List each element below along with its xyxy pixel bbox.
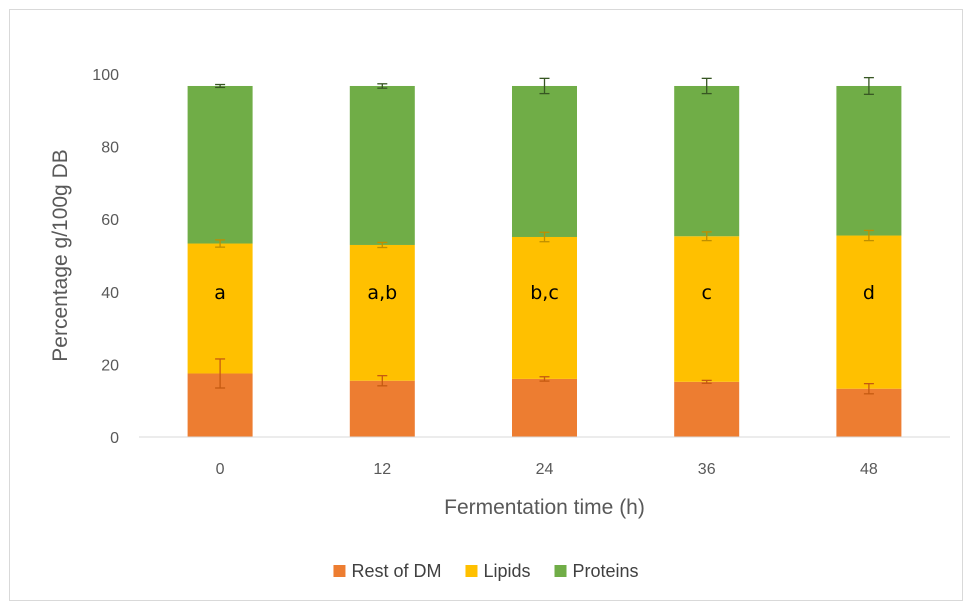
bar-lipids-24 bbox=[512, 236, 577, 379]
error-bars bbox=[215, 76, 874, 395]
y-tick-label: 20 bbox=[101, 357, 119, 374]
error-bar bbox=[863, 229, 874, 242]
error-bar bbox=[701, 77, 712, 95]
legend-item: Lipids bbox=[465, 561, 531, 581]
x-tick-label: 0 bbox=[216, 461, 225, 478]
bar-lipids-36 bbox=[674, 236, 740, 382]
x-tick-label: 48 bbox=[860, 461, 878, 478]
y-tick-label: 60 bbox=[101, 212, 119, 229]
error-bar bbox=[539, 231, 550, 243]
x-tick-label: 24 bbox=[536, 461, 554, 478]
legend-item: Proteins bbox=[554, 561, 639, 581]
error-bar bbox=[539, 77, 550, 95]
bar-lipids-0 bbox=[187, 243, 253, 374]
bar-proteins-24 bbox=[512, 85, 577, 237]
error-bar bbox=[377, 375, 388, 387]
legend-label: Proteins bbox=[573, 561, 639, 581]
legend-label: Rest of DM bbox=[351, 561, 441, 581]
significance-label: c bbox=[701, 282, 711, 304]
significance-label: b,c bbox=[530, 282, 559, 304]
significance-label: d bbox=[863, 282, 875, 304]
error-bar bbox=[863, 382, 874, 395]
significance-annotations: a a,b b,c c d bbox=[214, 282, 875, 304]
legend: Rest of DM Lipids Proteins bbox=[333, 561, 639, 581]
error-bar bbox=[701, 231, 712, 242]
y-axis-ticks: 0 20 40 60 80 100 bbox=[92, 67, 119, 447]
chart-area bbox=[9, 9, 963, 601]
y-axis-title: Percentage g/100g DB bbox=[49, 149, 72, 361]
error-bar bbox=[215, 358, 226, 389]
bar-rest-of-dm-12 bbox=[349, 380, 415, 437]
error-bar bbox=[701, 379, 712, 384]
error-bar bbox=[215, 239, 226, 248]
legend-label: Lipids bbox=[483, 561, 530, 581]
significance-label: a,b bbox=[367, 282, 397, 304]
bar-proteins-0 bbox=[187, 85, 253, 244]
bar-proteins-12 bbox=[349, 85, 415, 245]
bar-rest-of-dm-48 bbox=[836, 388, 902, 437]
bar-lipids-48 bbox=[836, 235, 902, 389]
y-tick-label: 40 bbox=[101, 285, 119, 302]
y-tick-label: 100 bbox=[92, 67, 119, 84]
y-tick-label: 0 bbox=[110, 430, 119, 447]
legend-item: Rest of DM bbox=[333, 561, 441, 581]
significance-label: a bbox=[214, 282, 226, 304]
legend-swatch bbox=[465, 565, 478, 577]
bar-proteins-48 bbox=[836, 85, 902, 236]
legend-swatch bbox=[554, 565, 567, 577]
x-tick-label: 36 bbox=[698, 461, 716, 478]
error-bar bbox=[377, 83, 388, 89]
error-bar bbox=[863, 76, 874, 95]
y-tick-label: 80 bbox=[101, 140, 119, 157]
x-tick-label: 12 bbox=[373, 461, 391, 478]
bars bbox=[187, 85, 902, 437]
error-bar bbox=[539, 376, 550, 382]
x-axis-title: Fermentation time (h) bbox=[444, 496, 645, 519]
error-bar bbox=[377, 241, 388, 249]
bar-rest-of-dm-36 bbox=[674, 381, 740, 437]
bar-lipids-12 bbox=[349, 244, 415, 381]
bar-rest-of-dm-24 bbox=[512, 378, 577, 437]
bar-proteins-36 bbox=[674, 85, 740, 237]
legend-swatch bbox=[333, 565, 346, 577]
x-axis-ticks: 0 12 24 36 48 bbox=[216, 461, 878, 478]
error-bar bbox=[215, 83, 226, 89]
